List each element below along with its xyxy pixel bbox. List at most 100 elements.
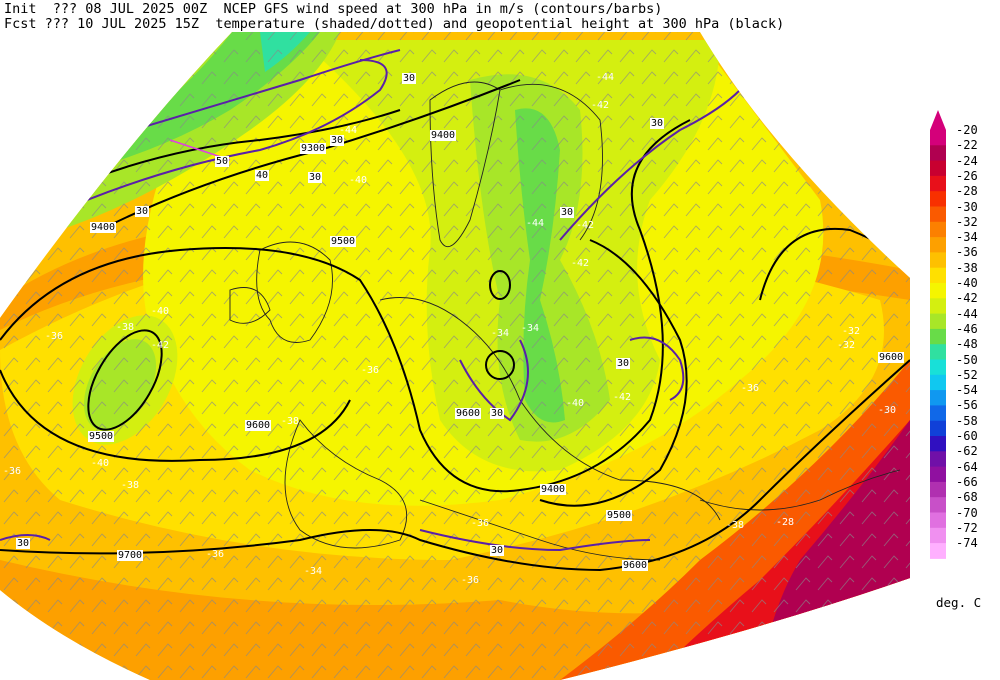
colorbar-tick-label: -42 (956, 291, 978, 306)
wind-label: 40 (255, 170, 270, 181)
colorbar-swatch (930, 512, 946, 529)
colorbar-swatch (930, 466, 946, 483)
colorbar-tick-label: -48 (956, 337, 978, 352)
colorbar (930, 110, 946, 559)
temperature-label: -42 (591, 100, 610, 111)
colorbar-swatch (930, 313, 946, 330)
temperature-label: -36 (3, 466, 22, 477)
temperature-label: -40 (349, 175, 368, 186)
temperature-label: -42 (571, 258, 590, 269)
temperature-label: -42 (613, 392, 632, 403)
colorbar-tick-label: -74 (956, 536, 978, 551)
colorbar-tick-label: -58 (956, 413, 978, 428)
height-label: 9700 (117, 550, 144, 561)
colorbar-tick-label: -36 (956, 245, 978, 260)
wind-label: 30 (16, 538, 31, 549)
colorbar-tick-label: -66 (956, 474, 978, 489)
temperature-label: -44 (339, 125, 358, 136)
wind-label: 30 (490, 408, 505, 419)
colorbar-arrow (930, 110, 946, 130)
wind-label: 30 (135, 206, 150, 217)
temperature-label: -36 (471, 518, 490, 529)
colorbar-swatch (930, 451, 946, 468)
colorbar-swatch (930, 145, 946, 162)
colorbar-tick-label: -38 (956, 260, 978, 275)
colorbar-tick-label: -32 (956, 214, 978, 229)
colorbar-swatch (930, 405, 946, 422)
colorbar-swatch (930, 420, 946, 437)
wind-label: 50 (215, 156, 230, 167)
wind-label: 30 (490, 545, 505, 556)
colorbar-tick-label: -44 (956, 306, 978, 321)
temperature-label: -44 (526, 218, 545, 229)
temperature-label: -38 (726, 520, 745, 531)
temperature-label: -38 (121, 480, 140, 491)
colorbar-units: deg. C (936, 595, 982, 610)
colorbar-swatch (930, 436, 946, 452)
colorbar-swatch (930, 191, 946, 207)
colorbar-tick-label: -64 (956, 459, 978, 474)
colorbar-swatch (930, 221, 946, 238)
colorbar-swatch (930, 206, 946, 223)
temperature-label: -34 (521, 323, 540, 334)
temperature-label: -32 (842, 326, 861, 337)
colorbar-swatch (930, 481, 946, 498)
height-label: 9400 (90, 222, 117, 233)
colorbar-tick-label: -62 (956, 444, 978, 459)
colorbar-tick-label: -56 (956, 398, 978, 413)
height-label: 9400 (540, 484, 567, 495)
height-label: 9500 (330, 236, 357, 247)
height-label: 9500 (88, 431, 115, 442)
wind-label: 30 (616, 358, 631, 369)
colorbar-swatch (930, 328, 946, 345)
colorbar-tick-label: -40 (956, 276, 978, 290)
wind-label: 30 (560, 207, 575, 218)
colorbar-tick-label: -34 (956, 230, 978, 245)
colorbar-swatch (930, 160, 946, 177)
colorbar-swatch (930, 237, 946, 253)
colorbar-tick-label: -52 (956, 367, 978, 382)
temperature-label: -42 (151, 340, 170, 351)
temperature-label: -28 (776, 517, 795, 528)
colorbar-tick-label: -20 (956, 123, 978, 137)
height-label: 9400 (430, 130, 457, 141)
wind-label: 30 (650, 118, 665, 129)
temperature-label: -36 (45, 331, 64, 342)
temperature-label: -40 (151, 306, 170, 317)
colorbar-tick-label: -60 (956, 429, 978, 443)
colorbar-swatch (930, 543, 946, 559)
colorbar-tick-label: -22 (956, 138, 978, 153)
colorbar-tick-label: -68 (956, 490, 978, 505)
colorbar-swatch (930, 359, 946, 376)
colorbar-tick-label: -50 (956, 352, 978, 367)
temperature-label: -36 (741, 383, 760, 394)
colorbar-tick-label: -26 (956, 168, 978, 183)
temperature-label: -30 (878, 405, 897, 416)
coastlines (229, 81, 901, 561)
colorbar-swatch (930, 252, 946, 269)
colorbar-tick-label: -46 (956, 321, 978, 336)
colorbar-swatch (930, 175, 946, 192)
colorbar-tick-label: -70 (956, 505, 978, 520)
temperature-label: -34 (304, 566, 323, 577)
temperature-label: -38 (116, 322, 135, 333)
colorbar-swatch (930, 283, 946, 299)
height-label: 9600 (622, 560, 649, 571)
colorbar-swatch (930, 374, 946, 391)
colorbar-swatch (930, 298, 946, 315)
colorbar-swatch (930, 527, 946, 544)
temperature-label: -40 (566, 398, 585, 409)
colorbar-tick-label: -72 (956, 520, 978, 535)
colorbar-tick-label: -30 (956, 199, 978, 214)
temperature-label: -38 (281, 416, 300, 427)
temperature-label: -36 (206, 549, 225, 560)
temperature-label: -34 (491, 328, 510, 339)
colorbar-swatch (930, 130, 946, 146)
colorbar-swatch (930, 497, 946, 513)
header-init-line: Init ??? 08 JUL 2025 00Z NCEP GFS wind s… (4, 1, 663, 17)
colorbar-swatch (930, 390, 946, 406)
temperature-label: -42 (576, 220, 595, 231)
colorbar-swatch (930, 267, 946, 284)
height-label: 9600 (455, 408, 482, 419)
colorbar-tick-label: -28 (956, 184, 978, 199)
